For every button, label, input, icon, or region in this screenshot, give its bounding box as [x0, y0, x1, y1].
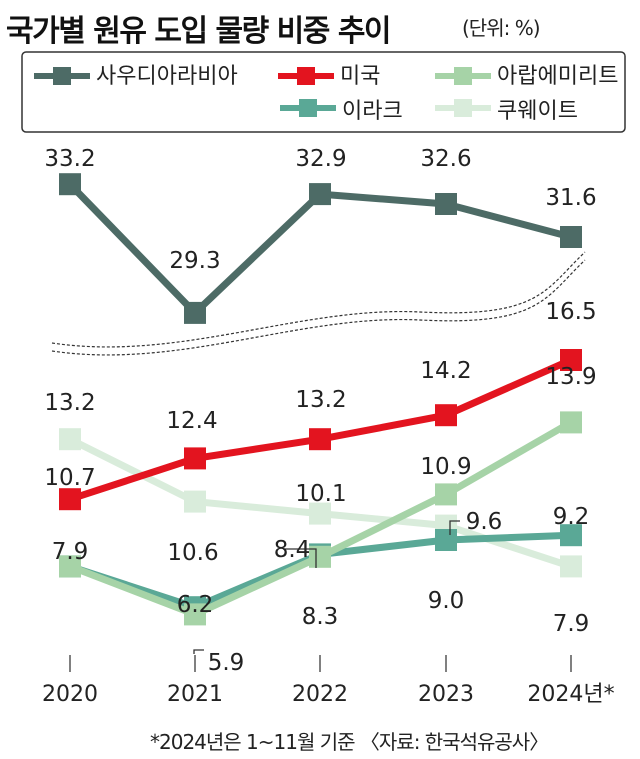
x-tick-label: 2022	[292, 682, 348, 707]
data-label: 16.5	[545, 299, 596, 325]
series-1-point	[184, 447, 206, 470]
label-leader-line-0	[283, 548, 317, 568]
x-tick-label: 2023	[418, 682, 474, 707]
series-4-point	[59, 428, 81, 451]
legend-label: 사우디아라비아	[96, 64, 238, 89]
series-1-point	[560, 349, 582, 371]
legend-swatch-marker	[299, 99, 317, 117]
series-0-point	[435, 193, 457, 215]
series-3-point	[435, 529, 457, 551]
series-0-point	[59, 173, 81, 196]
chart-title: 국가별 원유 도입 물량 비중 추이	[6, 14, 392, 49]
axis-break-line-1	[51, 251, 586, 348]
data-label: 31.6	[545, 185, 596, 211]
data-label: 13.2	[295, 387, 346, 413]
data-label: 10.1	[295, 481, 346, 507]
legend-label: 이라크	[342, 99, 403, 124]
series-2-point	[560, 411, 582, 434]
data-label: 12.4	[166, 408, 217, 434]
series-1-point	[309, 428, 331, 451]
legend-label: 아랍에미리트	[497, 64, 618, 89]
series-0-point	[309, 183, 331, 206]
footnote: *2024년은 1~11월 기준 〈자료: 한국석유공사〉	[150, 730, 549, 754]
legend-box	[21, 51, 626, 133]
x-tick-label: 2020	[42, 682, 98, 707]
axis-break	[51, 251, 586, 356]
series-2-point	[184, 603, 206, 626]
data-label: 13.9	[545, 364, 596, 390]
legend-label: 미국	[340, 64, 380, 89]
data-label: 32.6	[420, 146, 471, 172]
label-leaders	[193, 520, 460, 654]
legend-label: 쿠웨이트	[497, 99, 578, 124]
series-4-point	[184, 490, 206, 513]
data-label: 9.0	[428, 588, 465, 614]
label-leader-line-2	[449, 520, 460, 535]
data-label: 32.9	[295, 146, 346, 172]
data-label: 6.2	[177, 592, 214, 618]
series-0-point	[184, 301, 206, 324]
series-1-point	[59, 488, 81, 511]
data-label: 9.2	[553, 504, 590, 530]
data-label: 7.9	[553, 611, 590, 637]
series-0-point	[560, 226, 582, 248]
series-2-point	[59, 555, 81, 578]
legend-swatch-marker	[454, 67, 472, 85]
x-axis: 2020 2021 2022 2023 2024년*	[42, 682, 615, 707]
data-label: 10.7	[44, 465, 95, 491]
data-labels: 33.2 29.3 32.9 32.6 31.6 10.7 12.4 13.2 14.2 16.5…	[44, 146, 596, 676]
legend-swatch-marker	[454, 99, 472, 117]
data-label: 13.2	[44, 390, 95, 416]
data-label: 8.3	[302, 604, 339, 630]
label-leader-line-1	[193, 649, 204, 654]
series-2-point	[435, 483, 457, 506]
series-3-point	[560, 524, 582, 547]
legend-swatch-marker	[297, 67, 315, 85]
data-label: 14.2	[420, 358, 471, 384]
data-label: 7.9	[52, 539, 89, 565]
data-label: 8.4	[274, 537, 311, 563]
x-tick-label: 2024년*	[527, 682, 614, 707]
gridlines	[69, 655, 572, 672]
series-2-point	[309, 545, 331, 568]
data-label: 10.6	[167, 540, 218, 566]
unit-label: (단위: %)	[462, 16, 541, 40]
data-label: 5.9	[208, 650, 245, 676]
series-1-point	[435, 404, 457, 427]
legend-swatch-marker	[53, 67, 71, 85]
series-4-point	[309, 502, 331, 525]
series-group	[59, 173, 582, 626]
data-label: 29.3	[169, 248, 220, 274]
data-label: 10.9	[420, 454, 471, 480]
data-label: 9.6	[466, 509, 503, 535]
series-4-point	[560, 555, 582, 578]
x-tick-label: 2021	[167, 682, 223, 707]
data-label: 33.2	[44, 146, 95, 172]
